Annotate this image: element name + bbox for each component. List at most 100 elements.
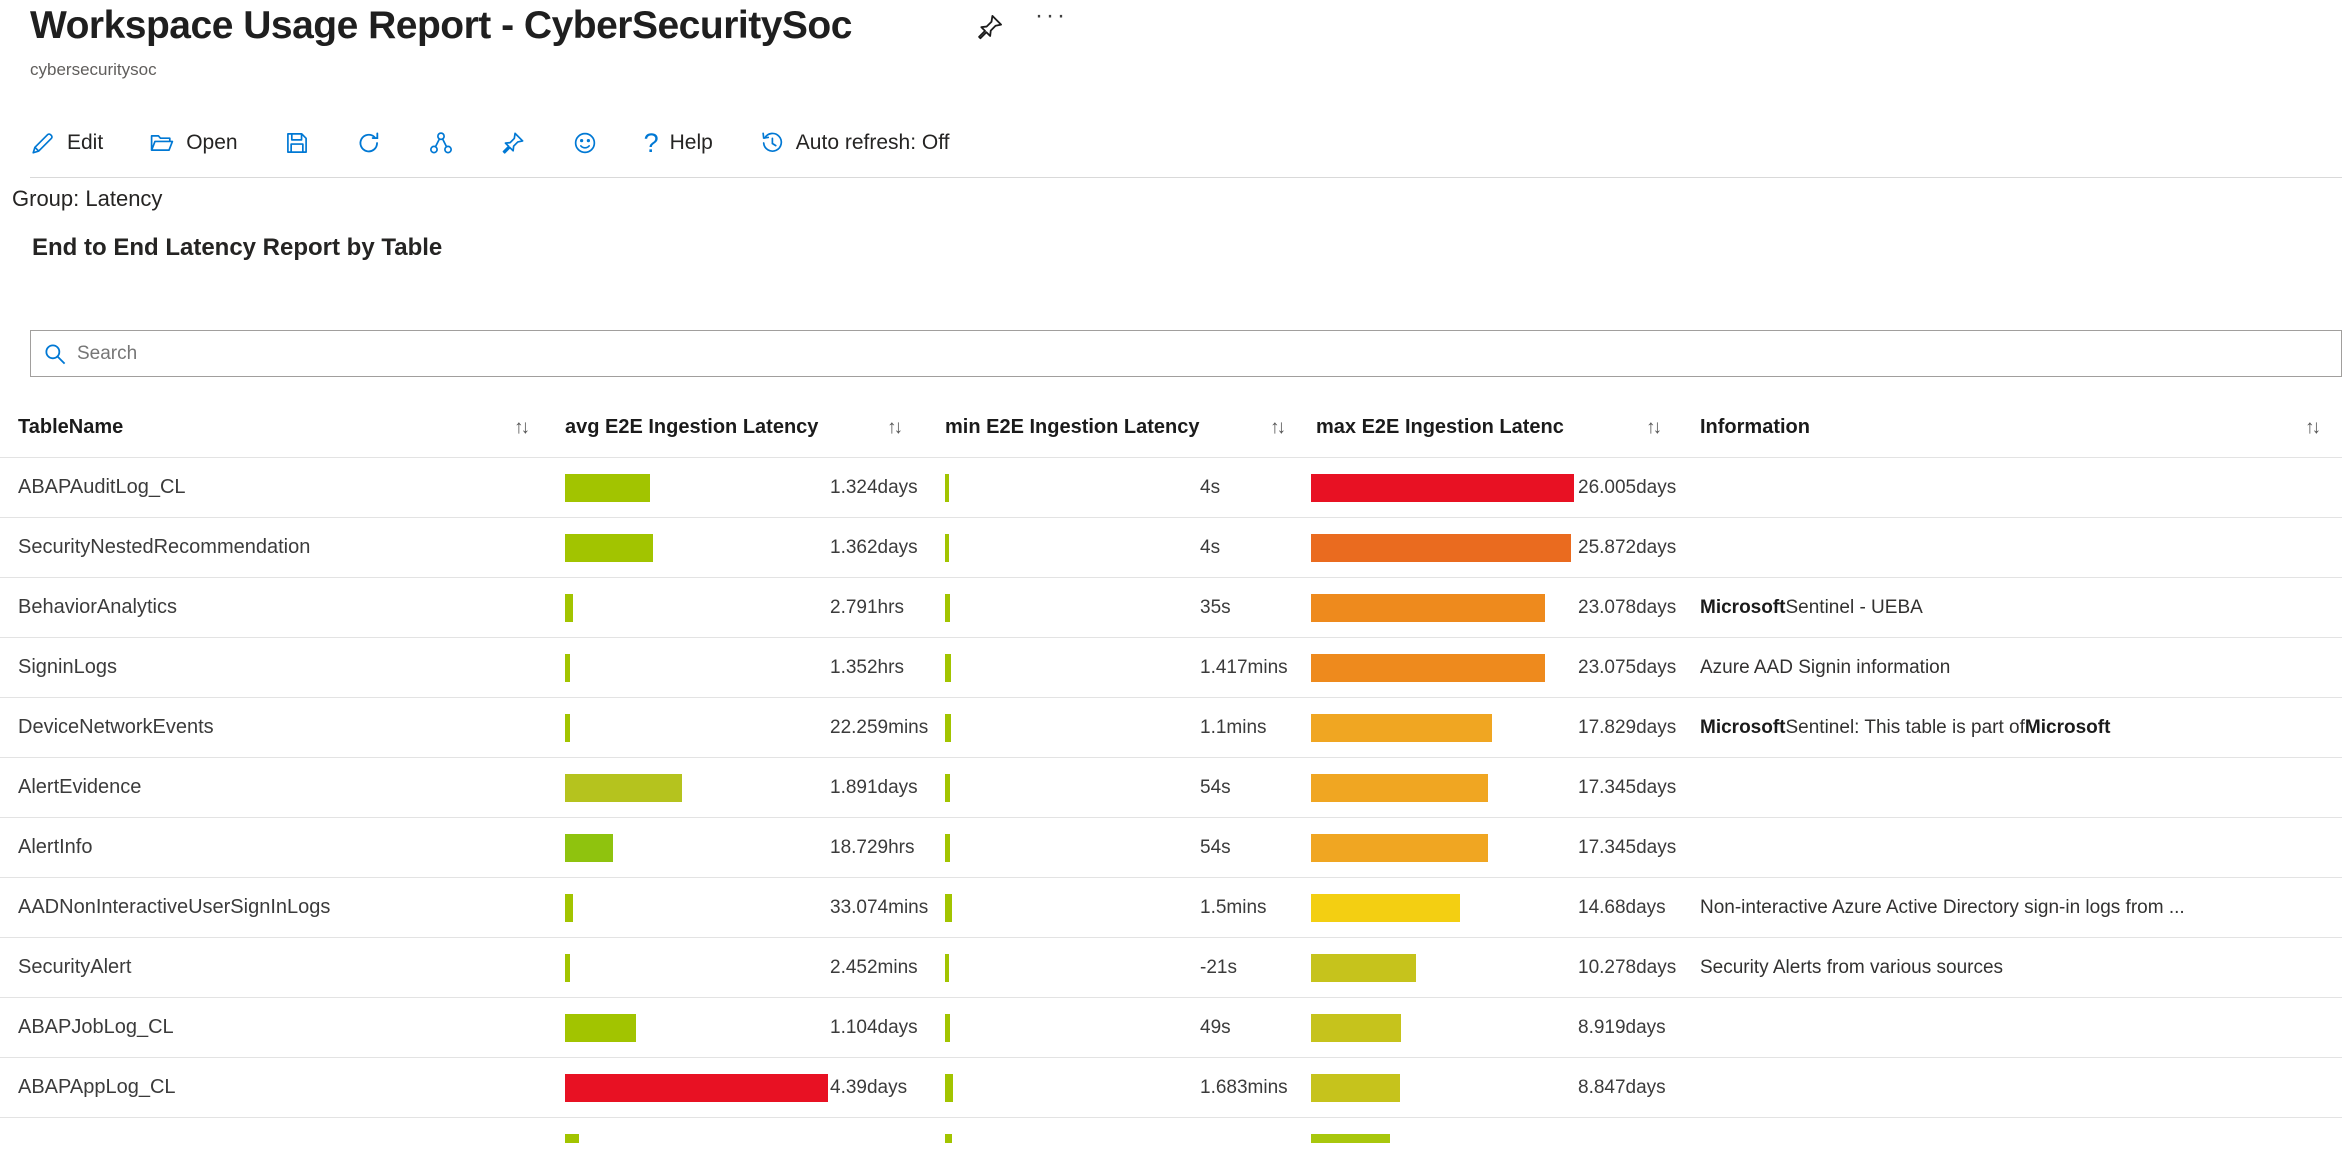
avg-latency-bar (565, 954, 570, 982)
min-latency-cell: 1.683mins (945, 1058, 1311, 1117)
toolbar-button-help[interactable]: ? Help (643, 127, 713, 158)
search-box (30, 330, 2342, 377)
avg-latency-value: 22.259mins (830, 717, 929, 738)
avg-latency-bar (565, 774, 682, 802)
column-header-tablename[interactable]: TableName ↑↓ (0, 416, 565, 439)
min-latency-cell: 4s (945, 518, 1311, 577)
table-row[interactable]: ABAPJobLog_CL 1.104days 49s 8.919days (0, 997, 2342, 1057)
toolbar-button-save[interactable] (284, 130, 310, 156)
max-latency-value: 23.078days (1578, 597, 1677, 618)
max-latency-cell: 14.68days (1311, 878, 1695, 937)
min-latency-cell: 54s (945, 758, 1311, 817)
toolbar-button-share[interactable] (428, 130, 454, 156)
table-name-cell: AlertEvidence (18, 776, 142, 798)
table-name-cell: ABAPAppLog_CL (18, 1076, 176, 1098)
avg-latency-cell: 22.259mins (565, 698, 945, 757)
max-latency-cell: 17.345days (1311, 758, 1695, 817)
max-latency-bar (1311, 1134, 1390, 1143)
toolbar-button-label: Open (186, 131, 238, 154)
avg-latency-value: 4.39days (830, 1077, 908, 1098)
sort-arrows-icon[interactable]: ↑↓ (1646, 416, 1662, 438)
information-cell (1695, 758, 2342, 817)
table-row[interactable]: BehaviorAnalytics 2.791hrs 35s 23.078days Mi… (0, 577, 2342, 637)
share-icon (428, 130, 454, 156)
max-latency-bar (1311, 1074, 1400, 1102)
min-latency-bar (945, 474, 949, 502)
refresh-icon (356, 130, 382, 156)
column-header-information[interactable]: Information ↑↓ (1695, 416, 2342, 439)
max-latency-value: 10.278days (1578, 957, 1677, 978)
max-latency-cell: 25.872days (1311, 518, 1695, 577)
toolbar-button-refresh[interactable] (356, 130, 382, 156)
table-row[interactable]: AlertInfo 18.729hrs 54s 17.345days (0, 817, 2342, 877)
column-header-max-e2e-ingestion-latenc[interactable]: max E2E Ingestion Latenc ↑↓ (1311, 416, 1695, 439)
max-latency-bar (1311, 654, 1545, 682)
avg-latency-bar (565, 474, 650, 502)
min-latency-value: 1.1mins (1200, 717, 1267, 738)
max-latency-bar (1311, 774, 1488, 802)
max-latency-value: 8.919days (1578, 1017, 1666, 1038)
max-latency-bar (1311, 834, 1488, 862)
table-row[interactable]: ABAPAppLog_CL 4.39days 1.683mins 8.847days (0, 1057, 2342, 1117)
min-latency-bar (945, 534, 949, 562)
table-row[interactable]: SigninLogs 1.352hrs 1.417mins 23.075days Azu… (0, 637, 2342, 697)
sort-arrows-icon[interactable]: ↑↓ (514, 416, 530, 438)
toolbar-button-auto-refresh-off[interactable]: Auto refresh: Off (759, 130, 950, 156)
table-name-cell: SecurityAlert (18, 956, 132, 978)
avg-latency-bar (565, 534, 653, 562)
table-row[interactable]: AADNonInteractiveUserSignInLogs 33.074min… (0, 877, 2342, 937)
min-latency-value: 35s (1200, 597, 1231, 618)
column-header-label: max E2E Ingestion Latenc (1316, 416, 1564, 438)
column-header-min-e2e-ingestion-latency[interactable]: min E2E Ingestion Latency ↑↓ (945, 416, 1311, 439)
more-options-icon[interactable]: ··· (1035, 2, 1068, 29)
table-row[interactable]: SecurityAlert 2.452mins -21s 10.278days Secu… (0, 937, 2342, 997)
information-text: Sentinel: This table is part of (1785, 716, 2025, 738)
table-row[interactable]: ABAPAuditLog_CL 1.324days 4s 26.005days (0, 457, 2342, 517)
min-latency-cell: -21s (945, 938, 1311, 997)
sort-arrows-icon[interactable]: ↑↓ (1270, 416, 1286, 438)
information-cell (1695, 998, 2342, 1057)
pin-icon[interactable] (975, 12, 1005, 42)
avg-latency-value: 2.452mins (830, 957, 918, 978)
column-header-label: Information (1700, 416, 1810, 438)
min-latency-bar (945, 1074, 953, 1102)
table-row[interactable]: AlertEvidence 1.891days 54s 17.345days (0, 757, 2342, 817)
avg-latency-cell: 1.891days (565, 758, 945, 817)
table-row[interactable]: SecurityNestedRecommendation 1.362days 4s 2… (0, 517, 2342, 577)
toolbar-button-smiley[interactable] (572, 130, 598, 156)
max-latency-cell: 17.829days (1311, 698, 1695, 757)
sort-arrows-icon[interactable]: ↑↓ (887, 416, 903, 438)
help-icon: ? (643, 127, 659, 158)
min-latency-value: 1.683mins (1200, 1077, 1288, 1098)
max-latency-value: 26.005days (1578, 477, 1677, 498)
min-latency-bar (945, 654, 951, 682)
avg-latency-value: 18.729hrs (830, 837, 915, 858)
information-cell (1695, 1118, 2342, 1143)
table-row[interactable] (0, 1117, 2342, 1143)
max-latency-bar (1311, 714, 1492, 742)
information-text: Microsoft (1700, 596, 1786, 618)
column-header-avg-e2e-ingestion-latency[interactable]: avg E2E Ingestion Latency ↑↓ (565, 416, 945, 439)
pencil-icon (30, 130, 56, 156)
min-latency-bar (945, 1134, 952, 1143)
table-name-cell: SigninLogs (18, 656, 117, 678)
avg-latency-value: 2.791hrs (830, 597, 904, 618)
table-row[interactable]: DeviceNetworkEvents 22.259mins 1.1mins 17.8… (0, 697, 2342, 757)
max-latency-bar (1311, 954, 1416, 982)
avg-latency-bar (565, 834, 613, 862)
search-input[interactable] (77, 342, 2341, 365)
min-latency-cell: 4s (945, 458, 1311, 517)
toolbar-button-edit[interactable]: Edit (30, 130, 103, 156)
sort-arrows-icon[interactable]: ↑↓ (2305, 416, 2321, 438)
information-text: Microsoft (2024, 716, 2111, 738)
information-text: Security Alerts from various sources (1700, 956, 2004, 978)
toolbar-button-open[interactable]: Open (149, 130, 238, 156)
toolbar-button-label: Auto refresh: Off (795, 131, 950, 154)
avg-latency-bar (565, 1014, 636, 1042)
avg-latency-cell: 1.352hrs (565, 638, 945, 697)
toolbar-button-pin[interactable] (500, 130, 526, 156)
table-name-cell: BehaviorAnalytics (18, 596, 177, 618)
max-latency-value (1578, 1118, 1690, 1143)
min-latency-value: 49s (1200, 1017, 1231, 1038)
